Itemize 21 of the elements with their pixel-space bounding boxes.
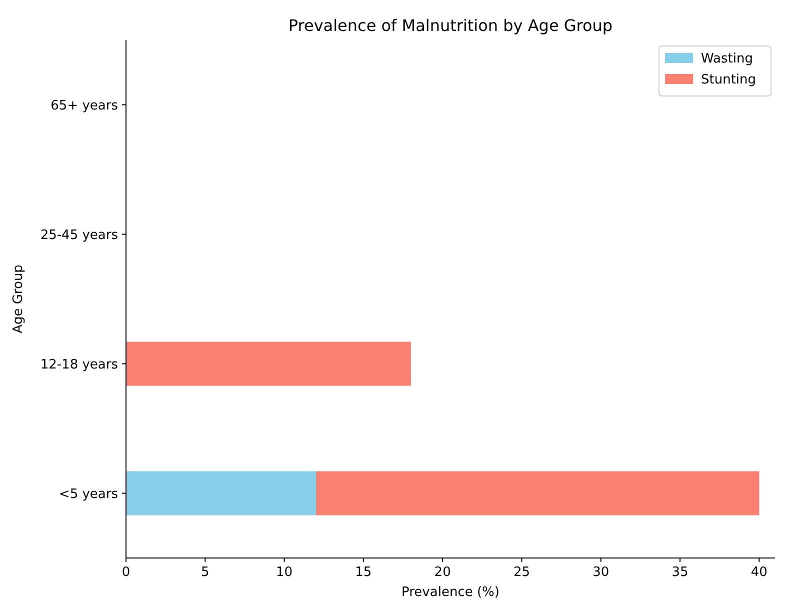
legend-label: Stunting: [701, 72, 756, 88]
x-tick-label: 0: [122, 565, 130, 580]
legend-label: Wasting: [701, 52, 753, 67]
x-tick-label: 10: [276, 565, 293, 580]
x-tick-label: 15: [355, 565, 372, 580]
y-tick-label: <5 years: [58, 486, 118, 502]
y-tick-label: 25-45 years: [40, 228, 118, 243]
bar: [126, 471, 316, 516]
x-tick-label: 35: [672, 565, 688, 580]
chart-title: Prevalence of Malnutrition by Age Group: [288, 16, 613, 35]
y-tick-label: 65+ years: [50, 98, 118, 114]
x-tick-label: 40: [750, 565, 768, 580]
x-tick-label: 5: [201, 565, 210, 580]
y-tick-label: 12-18 years: [40, 357, 118, 372]
y-axis-title: Age Group: [11, 264, 26, 334]
x-tick-label: 25: [513, 565, 530, 580]
x-axis-title: Prevalence (%): [402, 585, 500, 599]
bar: [126, 342, 411, 386]
x-tick-label: 20: [434, 565, 451, 580]
x-tick-label: 30: [592, 565, 610, 580]
bar: [316, 471, 760, 516]
